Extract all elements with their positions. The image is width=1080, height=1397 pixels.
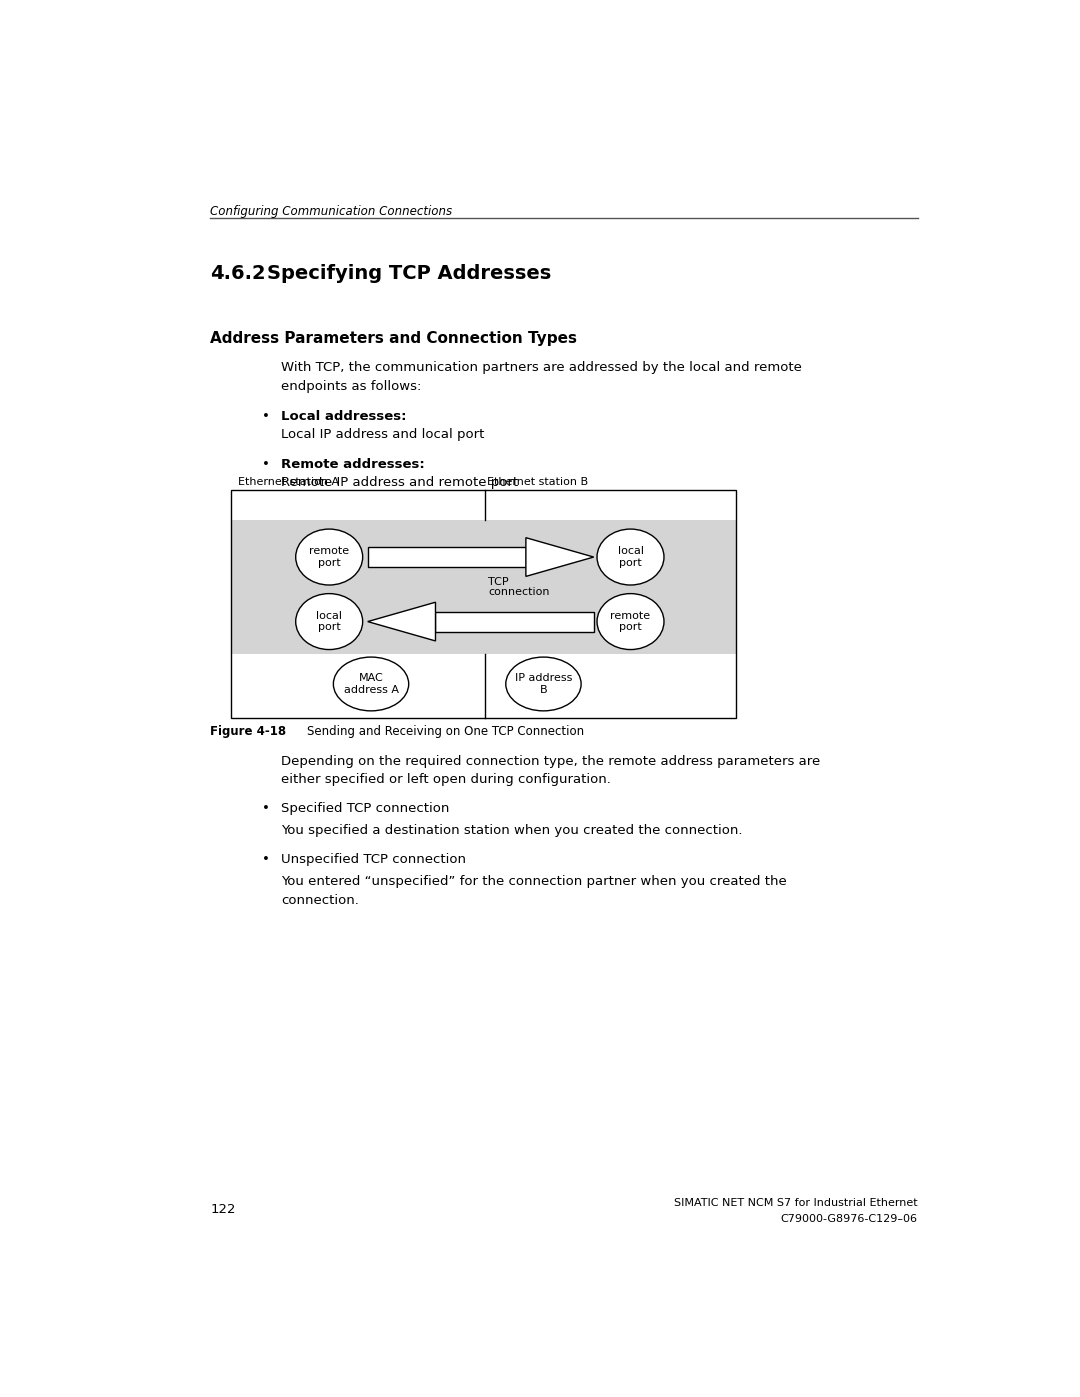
Polygon shape [367,602,435,641]
Text: Address Parameters and Connection Types: Address Parameters and Connection Types [211,331,578,346]
Text: MAC
address A: MAC address A [343,673,399,694]
Text: connection: connection [488,587,550,597]
Text: You entered “unspecified” for the connection partner when you created the: You entered “unspecified” for the connec… [282,876,787,888]
Text: local
port: local port [618,546,644,567]
Text: 122: 122 [211,1203,235,1217]
Text: 4.6.2: 4.6.2 [211,264,266,284]
Text: connection.: connection. [282,894,360,907]
Text: either specified or left open during configuration.: either specified or left open during con… [282,774,611,787]
Ellipse shape [296,594,363,650]
Bar [367,548,526,567]
Text: Specified TCP connection: Specified TCP connection [282,802,450,816]
Text: remote
port: remote port [309,546,349,567]
Text: C79000-G8976-C129–06: C79000-G8976-C129–06 [781,1214,918,1224]
Bar [231,490,735,718]
Ellipse shape [296,529,363,585]
Text: local
port: local port [316,610,342,633]
Text: remote
port: remote port [610,610,650,633]
Text: With TCP, the communication partners are addressed by the local and remote: With TCP, the communication partners are… [282,362,802,374]
Text: Remote addresses:: Remote addresses: [282,458,426,471]
Text: •: • [262,458,270,471]
Text: Local addresses:: Local addresses: [282,409,407,423]
Text: Remote IP address and remote port: Remote IP address and remote port [282,476,518,489]
Text: •: • [262,852,270,866]
Text: Sending and Receiving on One TCP Connection: Sending and Receiving on One TCP Connect… [307,725,583,738]
Text: You specified a destination station when you created the connection.: You specified a destination station when… [282,824,743,837]
Ellipse shape [505,657,581,711]
Ellipse shape [334,657,408,711]
Text: Ethernet station B: Ethernet station B [486,478,588,488]
Text: IP address
B: IP address B [515,673,572,694]
Ellipse shape [597,529,664,585]
Text: Local IP address and local port: Local IP address and local port [282,427,485,441]
Bar [435,612,594,631]
Text: Ethernet station A: Ethernet station A [238,478,339,488]
Text: •: • [262,409,270,423]
Text: Specifying TCP Addresses: Specifying TCP Addresses [267,264,552,284]
Text: Configuring Communication Connections: Configuring Communication Connections [211,205,453,218]
Text: Depending on the required connection type, the remote address parameters are: Depending on the required connection typ… [282,754,821,768]
Text: Unspecified TCP connection: Unspecified TCP connection [282,852,467,866]
Text: •: • [262,802,270,816]
Text: endpoints as follows:: endpoints as follows: [282,380,422,393]
Text: Figure 4-18: Figure 4-18 [211,725,286,738]
Ellipse shape [597,594,664,650]
Text: SIMATIC NET NCM S7 for Industrial Ethernet: SIMATIC NET NCM S7 for Industrial Ethern… [674,1197,918,1208]
Text: TCP: TCP [488,577,509,587]
Bar [231,521,735,654]
Polygon shape [526,538,594,577]
